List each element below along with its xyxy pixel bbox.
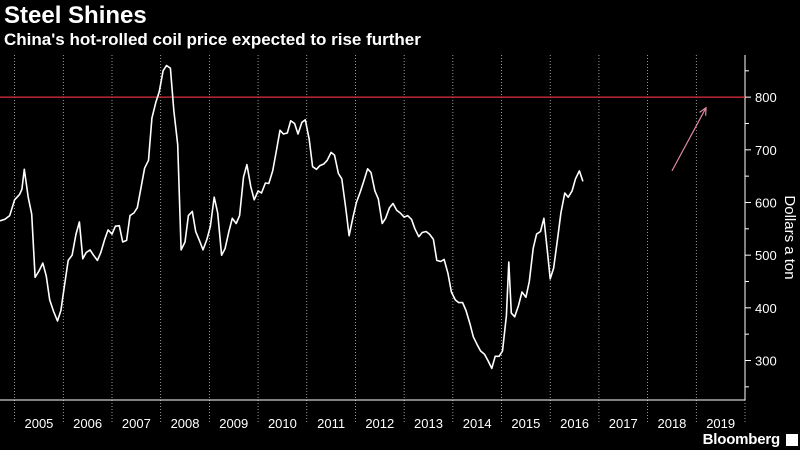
x-tick-label: 2014 [463, 416, 492, 431]
y-tick-label: 700 [755, 143, 777, 158]
y-tick-label: 400 [755, 301, 777, 316]
forecast-arrow [671, 106, 707, 172]
y-tick-label: 600 [755, 195, 777, 210]
x-tick-label: 2008 [171, 416, 200, 431]
x-tick-label: 2018 [657, 416, 686, 431]
arrow-head-icon [699, 106, 707, 116]
x-tick-label: 2007 [122, 416, 151, 431]
x-tick-label: 2015 [511, 416, 540, 431]
x-tick-label: 2016 [560, 416, 589, 431]
y-tick-labels: 300 400 500 600 700 800 [755, 90, 777, 368]
x-tick-label: 2013 [414, 416, 443, 431]
y-axis-label: Dollars a ton [781, 195, 798, 279]
x-tick-label: 2010 [268, 416, 297, 431]
bloomberg-logo: Bloomberg [702, 431, 781, 448]
x-tick-label: 2011 [317, 416, 345, 431]
chart-title: Steel Shines [4, 2, 147, 29]
x-tick-label: 2012 [365, 416, 394, 431]
x-tick-label: 2017 [609, 416, 638, 431]
axes [0, 55, 751, 401]
y-tick-label: 800 [755, 90, 777, 105]
grid [14, 55, 746, 422]
chart-subtitle: China's hot-rolled coil price expected t… [4, 30, 421, 49]
x-tick-label: 2019 [706, 416, 735, 431]
y-tick-label: 300 [755, 353, 777, 368]
y-tick-label: 500 [755, 248, 777, 263]
bloomberg-mark-icon [786, 434, 798, 446]
price-series-line [0, 64, 584, 370]
arrow-shaft [671, 107, 707, 172]
x-tick-label: 2005 [24, 416, 53, 431]
x-tick-label: 2009 [219, 416, 248, 431]
x-tick-labels: 2005 2006 2007 2008 2009 2010 2011 2012 2013 2014… [24, 416, 735, 431]
x-tick-label: 2006 [73, 416, 102, 431]
